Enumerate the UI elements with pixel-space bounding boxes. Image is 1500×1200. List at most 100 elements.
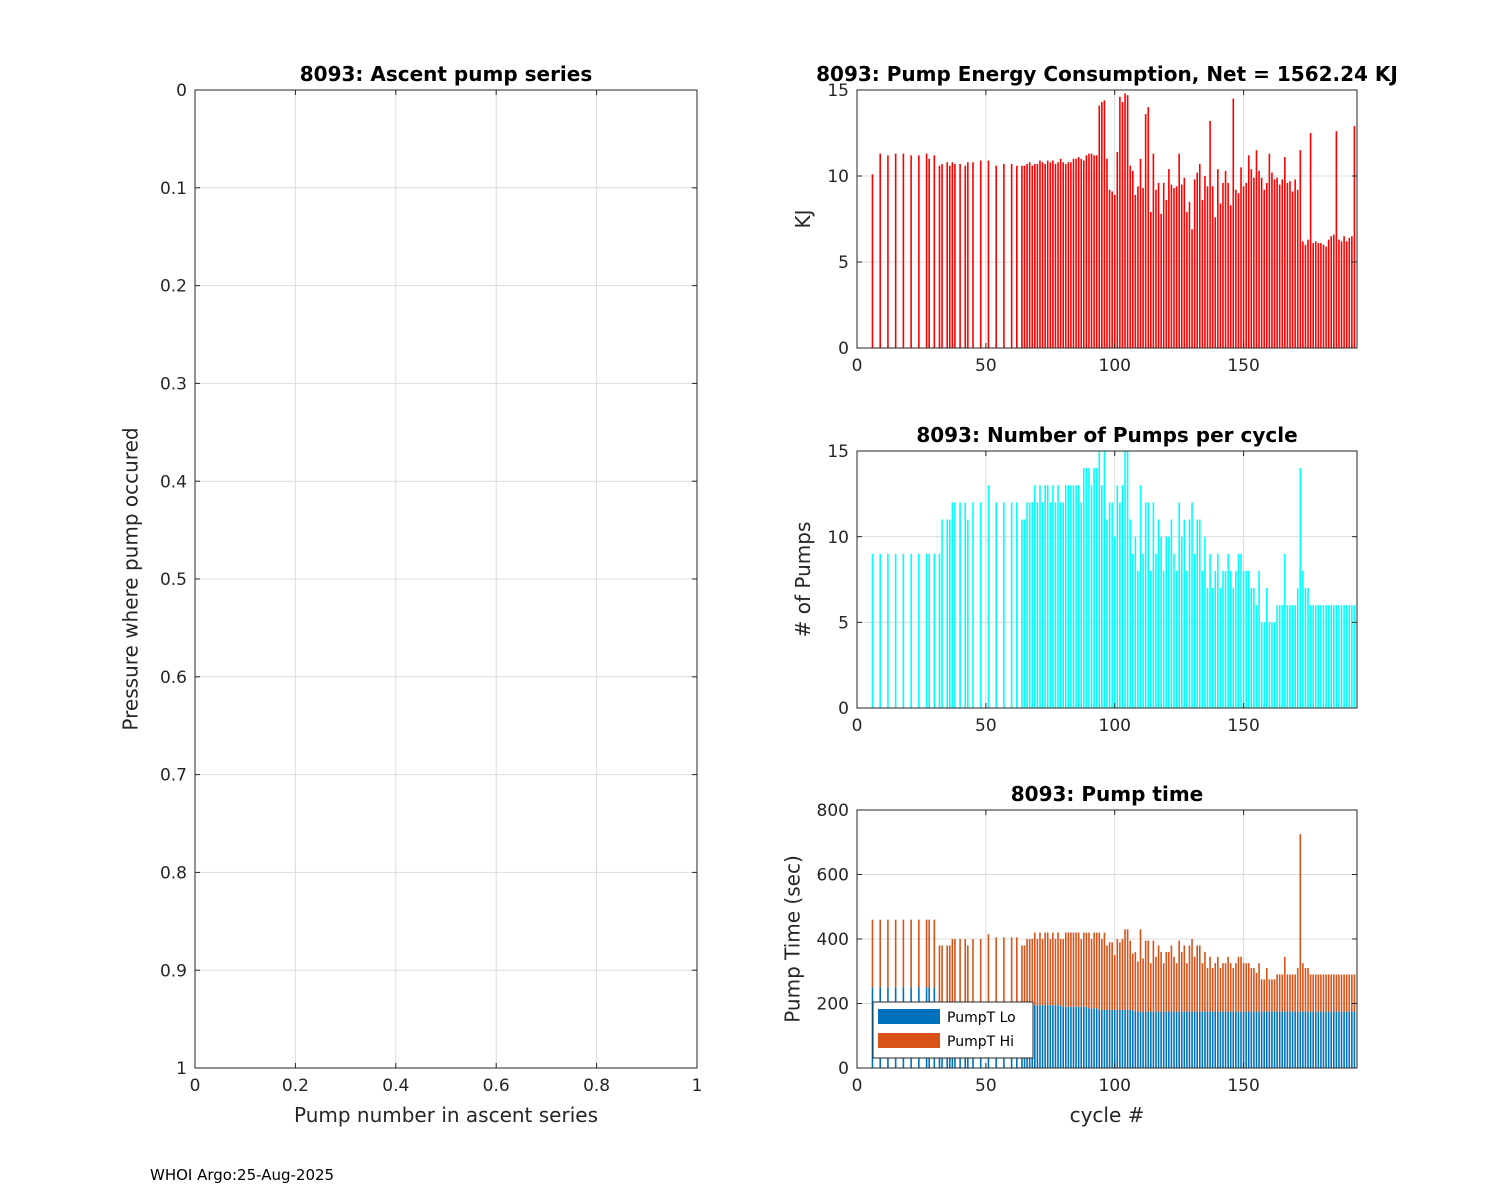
bar <box>1093 468 1095 708</box>
bar <box>1353 126 1356 349</box>
y-tick-label: 15 <box>827 442 849 462</box>
bar <box>1237 553 1240 708</box>
bar-pumpt-hi <box>938 945 941 1004</box>
bar <box>1028 502 1031 708</box>
bar <box>1077 157 1080 348</box>
bar-pumpt-hi <box>1333 974 1335 1012</box>
bar <box>1088 468 1090 708</box>
bar-pumpt-lo <box>1327 1011 1330 1068</box>
legend-swatch <box>878 1009 940 1024</box>
bar <box>1240 167 1242 348</box>
bar <box>1075 485 1077 708</box>
bar-pumpt-hi <box>1325 974 1327 1012</box>
bar <box>1193 179 1196 348</box>
bar <box>1312 605 1314 708</box>
bar <box>1260 622 1263 708</box>
bar <box>1351 236 1353 348</box>
bar-pumpt-hi <box>1137 961 1139 1012</box>
bar <box>1209 553 1211 708</box>
bar <box>1314 605 1317 708</box>
x-tick-label: 0 <box>852 716 863 736</box>
bar-pumpt-lo <box>1191 1011 1193 1068</box>
bar-pumpt-hi <box>1206 968 1209 1012</box>
bar-pumpt-hi <box>1242 963 1245 1012</box>
y-axis-label: KJ <box>791 209 815 228</box>
bar <box>1057 162 1059 348</box>
bar <box>1062 502 1064 708</box>
bar <box>938 553 941 708</box>
bar-pumpt-lo <box>1178 1011 1180 1068</box>
bar <box>1314 241 1317 348</box>
bar-pumpt-hi <box>1258 963 1260 1012</box>
bar-pumpt-lo <box>1271 1011 1273 1068</box>
bar <box>1191 229 1193 348</box>
bar <box>1193 553 1196 708</box>
bar <box>1327 605 1330 708</box>
bar <box>1119 502 1121 708</box>
bars-energy <box>871 93 1356 349</box>
bar-pumpt-hi <box>1278 974 1281 1012</box>
bar-pumpt-hi <box>1229 963 1232 1012</box>
bar <box>1129 519 1131 708</box>
bar <box>1204 536 1206 708</box>
bar-pumpt-hi <box>1276 974 1278 1012</box>
bar-pumpt-hi <box>1098 932 1101 1010</box>
bar-pumpt-hi <box>1028 939 1031 1006</box>
bar <box>1052 160 1054 348</box>
bar <box>887 155 889 348</box>
bar <box>1031 165 1034 348</box>
bar-pumpt-lo <box>1312 1011 1314 1068</box>
bar <box>1307 588 1309 708</box>
bar <box>1113 536 1116 708</box>
bar <box>928 553 930 708</box>
bar <box>1162 570 1165 708</box>
bar <box>1196 519 1199 708</box>
bar <box>1322 605 1325 708</box>
bar-pumpt-hi <box>941 945 943 1004</box>
chart-title: 8093: Ascent pump series <box>300 62 593 86</box>
footer-timestamp: WHOI Argo:25-Aug-2025 <box>150 1166 335 1184</box>
bar <box>1276 605 1278 708</box>
bar <box>1258 170 1260 348</box>
bar-pumpt-lo <box>1085 1006 1088 1068</box>
bar <box>1150 212 1152 348</box>
bar <box>1343 236 1345 348</box>
bar-pumpt-hi <box>1335 974 1338 1012</box>
bar-pumpt-lo <box>1052 1005 1054 1068</box>
bar <box>1116 151 1119 348</box>
bar-pumpt-hi <box>1124 929 1126 1010</box>
bar <box>1330 605 1333 708</box>
bar-pumpt-hi <box>1204 951 1206 1012</box>
bar <box>1188 201 1191 348</box>
bar <box>1126 95 1129 348</box>
bar-pumpt-hi <box>1041 939 1044 1006</box>
bar <box>894 553 897 708</box>
bar-pumpt-lo <box>1296 1011 1299 1068</box>
bar-pumpt-lo <box>1232 1011 1235 1068</box>
bar-pumpt-hi <box>1307 968 1309 1012</box>
bar-pumpt-hi <box>1075 932 1077 1007</box>
bar-pumpt-hi <box>1312 974 1314 1012</box>
bar-pumpt-lo <box>1036 1005 1039 1068</box>
legend-swatch <box>878 1033 940 1048</box>
bar <box>948 165 951 348</box>
bar-pumpt-hi <box>1343 974 1345 1012</box>
bar-pumpt-hi <box>1299 834 1302 1012</box>
bar <box>1088 153 1090 348</box>
bar <box>1095 468 1098 708</box>
bar-pumpt-lo <box>1129 1009 1131 1068</box>
bar-pumpt-hi <box>1059 939 1062 1006</box>
bar-pumpt-hi <box>946 945 949 1004</box>
bar <box>1003 163 1005 348</box>
bar <box>1160 213 1162 348</box>
bar <box>1098 451 1101 708</box>
bar <box>1214 217 1217 348</box>
bar <box>1211 186 1214 348</box>
bar-pumpt-lo <box>1224 1011 1227 1068</box>
bar-pumpt-lo <box>1253 1011 1255 1068</box>
bar <box>1348 237 1351 348</box>
bar-pumpt-hi <box>954 939 956 1004</box>
bar-pumpt-lo <box>1049 1005 1052 1068</box>
